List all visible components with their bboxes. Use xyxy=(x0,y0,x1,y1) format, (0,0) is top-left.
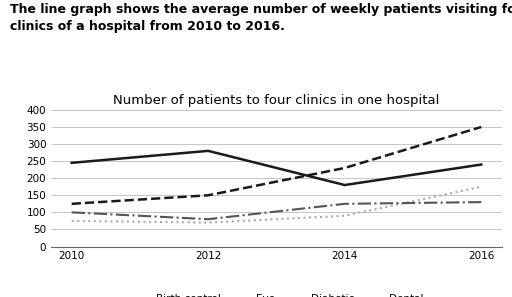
Legend: Birth control, Eye, Diabetic, Dental: Birth control, Eye, Diabetic, Dental xyxy=(125,290,428,297)
Eye xyxy=(342,166,348,170)
Birth control xyxy=(478,163,484,166)
Line: Birth control: Birth control xyxy=(72,151,481,185)
Eye xyxy=(69,202,75,206)
Line: Dental: Dental xyxy=(72,202,481,219)
Diabetic xyxy=(478,185,484,189)
Line: Diabetic: Diabetic xyxy=(72,187,481,223)
Dental xyxy=(478,200,484,204)
Birth control xyxy=(69,161,75,165)
Dental xyxy=(69,211,75,214)
Text: The line graph shows the average number of weekly patients visiting four
clinics: The line graph shows the average number … xyxy=(10,3,512,33)
Birth control xyxy=(342,183,348,187)
Eye xyxy=(205,194,211,197)
Diabetic xyxy=(342,214,348,217)
Eye xyxy=(478,125,484,129)
Line: Eye: Eye xyxy=(72,127,481,204)
Diabetic xyxy=(69,219,75,223)
Dental xyxy=(342,202,348,206)
Dental xyxy=(205,217,211,221)
Diabetic xyxy=(205,221,211,225)
Birth control xyxy=(205,149,211,153)
Title: Number of patients to four clinics in one hospital: Number of patients to four clinics in on… xyxy=(113,94,440,107)
